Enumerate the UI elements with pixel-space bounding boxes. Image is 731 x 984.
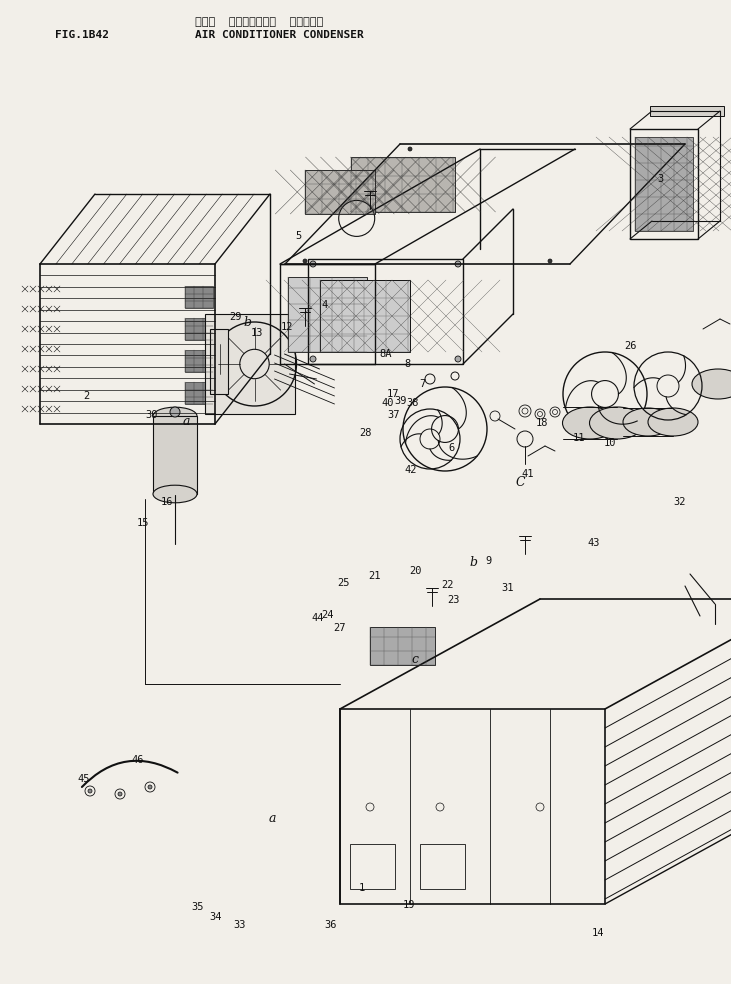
Text: 4: 4 <box>322 300 327 310</box>
Bar <box>153 416 197 494</box>
Bar <box>650 106 724 116</box>
Circle shape <box>310 261 316 267</box>
Circle shape <box>408 147 412 151</box>
Ellipse shape <box>589 407 645 439</box>
Text: 8A: 8A <box>379 349 393 359</box>
Bar <box>205 314 295 414</box>
Text: 8: 8 <box>405 359 411 369</box>
Text: 7: 7 <box>420 379 425 389</box>
Text: 14: 14 <box>591 928 605 938</box>
Text: 15: 15 <box>136 519 149 528</box>
Text: 20: 20 <box>409 566 422 576</box>
Text: 24: 24 <box>321 610 334 620</box>
Text: 12: 12 <box>280 322 293 332</box>
Bar <box>185 382 213 404</box>
Bar <box>350 844 395 889</box>
Text: 3: 3 <box>658 174 664 184</box>
Circle shape <box>310 356 316 362</box>
Text: 39: 39 <box>394 397 407 406</box>
Text: 25: 25 <box>337 578 350 587</box>
Text: 32: 32 <box>673 497 686 507</box>
Bar <box>288 277 367 352</box>
Bar <box>420 844 465 889</box>
Text: 41: 41 <box>521 469 534 479</box>
Ellipse shape <box>153 407 197 425</box>
Bar <box>185 318 213 340</box>
Text: 45: 45 <box>77 774 91 784</box>
Text: 29: 29 <box>229 312 242 322</box>
Text: 6: 6 <box>449 443 455 453</box>
Bar <box>630 129 698 239</box>
Bar <box>210 329 228 394</box>
Text: c: c <box>412 652 419 666</box>
Text: 30: 30 <box>145 410 159 420</box>
Circle shape <box>455 356 461 362</box>
Text: 23: 23 <box>447 595 460 605</box>
Text: 1: 1 <box>359 883 365 892</box>
Ellipse shape <box>692 369 731 399</box>
Text: 11: 11 <box>572 433 586 443</box>
Text: a: a <box>268 812 276 826</box>
Text: 2: 2 <box>83 391 89 400</box>
Bar <box>306 170 375 214</box>
Text: 17: 17 <box>387 389 400 399</box>
Bar <box>308 259 463 364</box>
Text: エアー  コンディショナ  コンデンサ: エアー コンディショナ コンデンサ <box>195 17 323 27</box>
Text: 44: 44 <box>311 613 325 623</box>
Text: 33: 33 <box>233 920 246 930</box>
Text: AIR CONDITIONER CONDENSER: AIR CONDITIONER CONDENSER <box>195 30 364 40</box>
Text: C: C <box>515 475 526 489</box>
Ellipse shape <box>153 485 197 503</box>
Text: 18: 18 <box>536 418 549 428</box>
Text: 27: 27 <box>333 623 346 633</box>
Text: 5: 5 <box>295 231 301 241</box>
Text: b: b <box>470 556 477 570</box>
Circle shape <box>455 261 461 267</box>
Text: 28: 28 <box>359 428 372 438</box>
Text: 9: 9 <box>485 556 491 566</box>
Circle shape <box>673 147 677 151</box>
Text: 31: 31 <box>501 584 515 593</box>
Circle shape <box>548 259 552 263</box>
Text: 36: 36 <box>324 920 337 930</box>
Bar <box>320 280 410 352</box>
Bar <box>350 157 455 212</box>
Text: 40: 40 <box>381 399 394 408</box>
Text: 43: 43 <box>587 538 600 548</box>
Bar <box>635 137 693 231</box>
Circle shape <box>148 785 152 789</box>
Text: 10: 10 <box>604 438 617 448</box>
Circle shape <box>88 789 92 793</box>
Circle shape <box>118 792 122 796</box>
Text: 35: 35 <box>191 902 204 912</box>
Text: FIG.1B42: FIG.1B42 <box>55 30 109 40</box>
Text: 38: 38 <box>406 399 420 408</box>
Text: 34: 34 <box>209 912 222 922</box>
Circle shape <box>170 407 180 417</box>
Text: 22: 22 <box>441 581 454 590</box>
Text: 26: 26 <box>624 341 637 351</box>
Text: 37: 37 <box>387 410 400 420</box>
Bar <box>370 627 435 665</box>
Bar <box>185 286 213 308</box>
Bar <box>340 709 605 904</box>
Text: 42: 42 <box>404 465 417 475</box>
Ellipse shape <box>648 408 698 436</box>
Ellipse shape <box>562 407 618 439</box>
Text: b: b <box>243 316 251 330</box>
Text: 19: 19 <box>403 900 416 910</box>
Text: 21: 21 <box>368 571 381 581</box>
Circle shape <box>303 259 307 263</box>
Bar <box>185 350 213 372</box>
Text: 46: 46 <box>131 755 144 765</box>
Text: 13: 13 <box>251 328 264 338</box>
Text: a: a <box>183 414 190 428</box>
Ellipse shape <box>623 408 673 436</box>
Text: 16: 16 <box>160 497 173 507</box>
